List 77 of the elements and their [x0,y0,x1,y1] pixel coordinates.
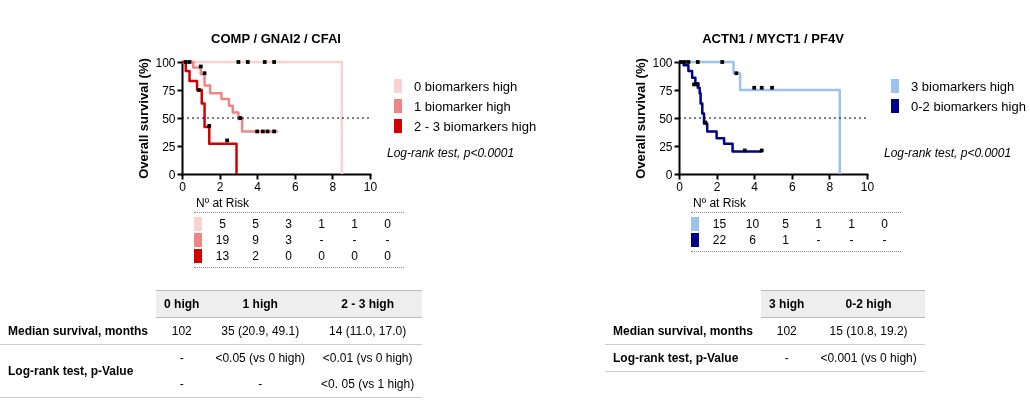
text: - [179,351,184,365]
point [759,85,764,90]
legend-label: 1 biomarker high [414,98,511,114]
y-tick-label: 25 [162,139,176,154]
legend-label: 0 biomarkers high [414,78,518,94]
x-tick-label: 8 [329,179,337,194]
y-tick-label: 100 [155,55,176,70]
y-tick-label: 50 [659,111,673,126]
point [752,85,757,90]
point [679,60,683,64]
point [262,60,267,64]
text: <0. 05 (vs 1 high) [321,377,415,391]
point [272,60,276,64]
x-tick-label: 6 [788,179,796,194]
text: - [784,351,789,365]
text: <0.001 (vs 0 high) [820,351,917,365]
text: 14 (11.0, 17.0) [329,324,407,338]
point [695,60,700,64]
category-label: Median survival, months [613,323,754,338]
point [245,60,250,64]
text: 102 [776,324,797,338]
text: Log-rank test, p<0.0001 [884,146,1012,160]
x-tick-label: 8 [826,179,834,194]
legend-label: 3 biomarkers high [911,78,1015,94]
category-label: 0 high [156,290,208,318]
text: 102 [171,324,192,338]
category-label: 1 high [207,290,314,318]
point [770,85,774,90]
point [734,71,739,76]
point [682,60,687,64]
text: 15 (10.8, 19.2) [829,324,908,338]
text: 22 6 1 - - - [712,233,887,247]
x-tick-label: 6 [291,179,299,194]
y-axis-title: Overall survival (%) [136,58,152,179]
x-tick-label: 4 [254,179,262,194]
x-tick-label: 2 [713,179,721,194]
text: 15 10 5 1 1 0 [712,217,888,231]
category-label: 3 high [761,290,813,318]
y-tick-label: 75 [162,83,176,98]
chart-title: COMP / GNAI2 / CFAI [211,31,341,46]
text: 19 9 3 - - - [215,233,390,247]
legend-label: 2 - 3 biomarkers high [414,118,537,134]
text: - [179,377,184,391]
x-tick-label: 10 [363,179,378,194]
x-tick-label: 0 [676,179,684,194]
x-tick-label: 10 [860,179,875,194]
y-tick-label: 0 [168,167,176,182]
x-tick-label: 2 [216,179,224,194]
text: Nº at Risk [195,196,251,210]
category-label: 0-2 high [812,290,925,318]
category-label: Log-rank test, p-Value [613,351,739,365]
text: Log-rank test, p<0.0001 [387,146,515,160]
point [197,88,201,92]
legend-label: 0-2 biomarkers high [911,98,1026,114]
text: 13 2 0 0 0 0 [215,249,391,263]
y-axis-title: Overall survival (%) [633,58,649,179]
point [238,116,243,120]
y-tick-label: 100 [652,55,673,70]
text: 35 (20.9, 49.1) [221,324,300,338]
x-tick-label: 0 [179,179,187,194]
text: - [258,377,263,391]
category-label: 2 - 3 high [313,290,423,318]
y-tick-label: 50 [162,111,176,126]
text: Nº at Risk [692,196,748,210]
y-tick-label: 0 [665,167,673,182]
point [207,123,212,128]
category-label: Median survival, months [8,323,149,338]
point [720,60,725,64]
text: 5 5 3 1 1 0 [219,217,391,231]
text: <0.01 (vs 0 high) [322,351,413,365]
text: <0.05 (vs 0 high) [215,351,306,365]
x-tick-label: 4 [751,179,759,194]
category-label: Log-rank test, p-Value [8,364,134,378]
chart-title: ACTN1 / MYCT1 / PF4V [702,31,845,46]
y-tick-label: 75 [659,83,673,98]
y-tick-label: 25 [659,139,673,154]
point [183,60,188,64]
